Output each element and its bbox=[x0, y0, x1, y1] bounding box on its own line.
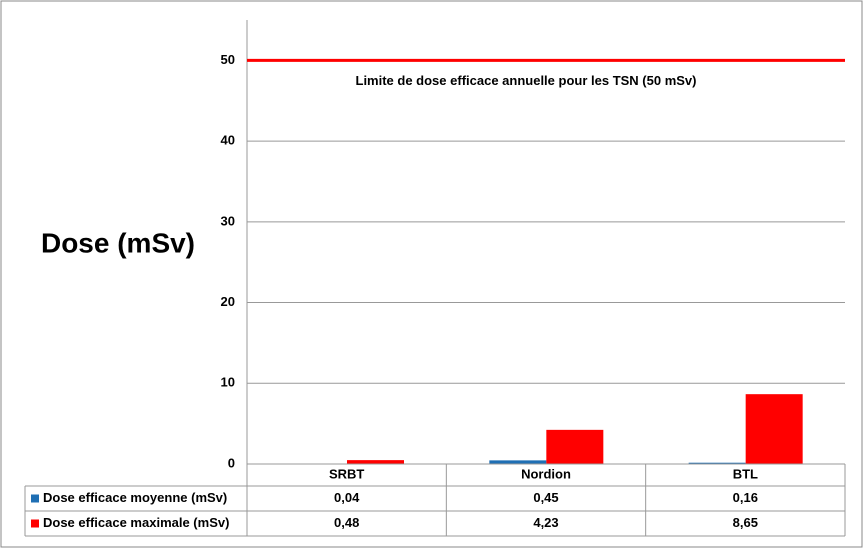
table-value: 0,16 bbox=[733, 490, 758, 505]
legend-label: Dose efficace maximale (mSv) bbox=[43, 515, 229, 530]
bar bbox=[546, 429, 604, 464]
y-axis-label: Dose (mSv) bbox=[41, 227, 195, 258]
bar bbox=[347, 460, 404, 464]
y-tick-label: 0 bbox=[228, 455, 235, 470]
table-value: 4,23 bbox=[533, 515, 558, 530]
y-tick-label: 20 bbox=[221, 294, 235, 309]
y-tick-label: 10 bbox=[221, 375, 235, 390]
table-value: 0,45 bbox=[533, 490, 558, 505]
category-label: BTL bbox=[733, 466, 758, 481]
reference-label: Limite de dose efficace annuelle pour le… bbox=[356, 73, 697, 88]
category-label: SRBT bbox=[329, 466, 364, 481]
bar bbox=[688, 462, 746, 464]
y-tick-label: 40 bbox=[221, 133, 235, 148]
legend-label: Dose efficace moyenne (mSv) bbox=[43, 490, 227, 505]
legend-key bbox=[31, 494, 39, 503]
y-tick-label: 30 bbox=[221, 213, 235, 228]
table-value: 0,04 bbox=[334, 490, 360, 505]
legend-key bbox=[31, 519, 39, 528]
y-tick-label: 50 bbox=[221, 52, 235, 67]
table-value: 8,65 bbox=[733, 515, 758, 530]
table-value: 0,48 bbox=[334, 515, 359, 530]
bar bbox=[745, 394, 803, 464]
category-label: Nordion bbox=[521, 466, 571, 481]
bar bbox=[489, 460, 547, 464]
